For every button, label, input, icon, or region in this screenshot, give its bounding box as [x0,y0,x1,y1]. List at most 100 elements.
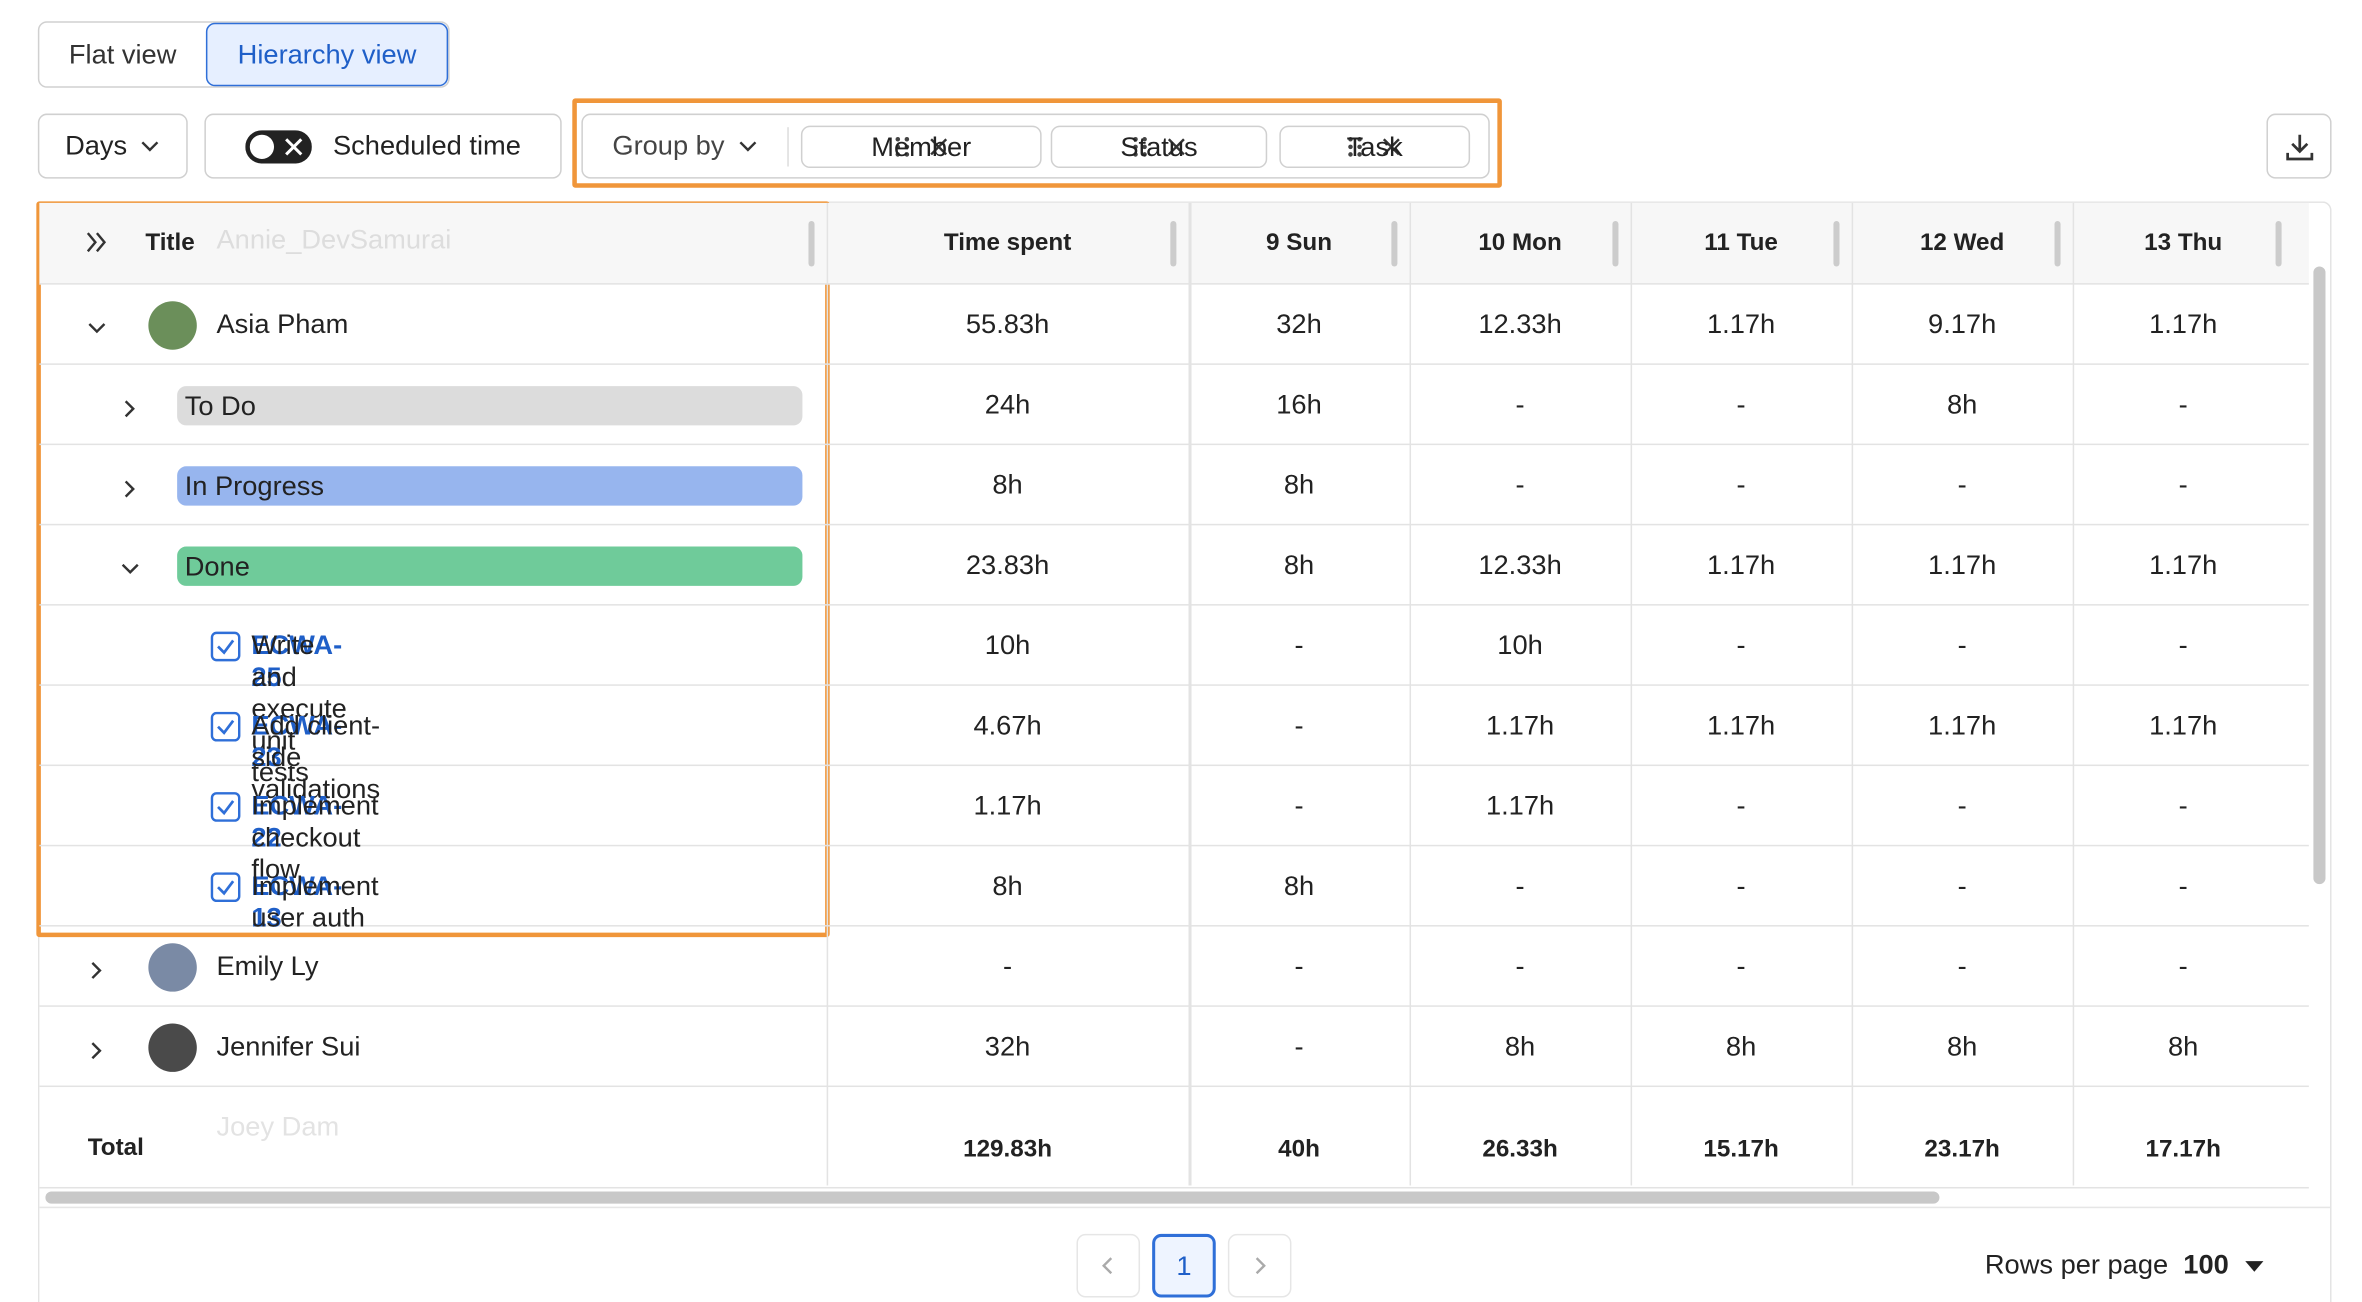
table-row[interactable] [39,365,2309,446]
highlight-box [572,98,1502,188]
total-value: 23.17h [1924,1137,2000,1163]
column-resizer [1612,221,1619,267]
task-key[interactable]: ECWA-25 [251,629,343,692]
column-line [1188,202,1192,1186]
task-title: Write and execute unit tests [251,629,347,787]
cell-value: 1.17h [1928,710,1997,741]
cell-value: 55.83h [965,308,1050,340]
flat-view-button[interactable]: Flat view [68,38,177,69]
cell-value: 8h [1725,1031,1757,1062]
total-label: Total [87,1135,144,1162]
cell-value: 8h [1946,389,1978,420]
cell-value: 1.17h [1928,549,1997,580]
expand-toggle[interactable] [120,555,141,587]
column-line [1851,202,1854,1186]
hierarchy-view-button[interactable]: Hierarchy view [205,22,449,87]
cell-value: - [2178,790,2188,821]
expand-toggle[interactable] [86,1036,107,1068]
download-button[interactable] [2266,113,2332,179]
cell-value: 1.17h [2149,549,2218,580]
task-checkbox [210,871,241,909]
remove-icon[interactable] [1381,136,1402,157]
table-row[interactable] [39,606,2309,686]
group-chip[interactable]: Member [800,125,1042,169]
remove-icon[interactable] [1165,136,1186,157]
next-page[interactable] [1227,1233,1292,1298]
table-row[interactable] [39,686,2309,767]
group-chip[interactable]: Status [1050,125,1268,169]
cell-value: 10h [984,629,1031,661]
task-key[interactable]: ECWA-13 [251,869,343,932]
expand-toggle[interactable] [120,394,141,426]
cell-value: - [1957,790,1967,821]
cell-value: - [2178,389,2188,420]
cell-value: 8h [1283,870,1315,901]
column-header[interactable]: 10 Mon [1478,230,1562,256]
scheduled-label: Scheduled time [333,130,521,161]
group-chip-label: Status [1120,130,1198,162]
column-line [1409,202,1412,1186]
table-row[interactable] [39,445,2309,526]
drag-handle [894,137,909,157]
total-value: 26.33h [1482,1137,1558,1163]
group-by-dropdown[interactable]: Group by [590,115,779,177]
column-header[interactable]: 9 Sun [1266,230,1332,256]
cell-value: 1.17h [1706,549,1776,580]
cell-value: - [2178,870,2188,901]
table-row[interactable] [39,766,2309,847]
table-row[interactable] [39,285,2309,365]
cell-value: 8h [2168,1031,2199,1062]
cell-value: 1.17h [1485,710,1555,741]
horizontal-scrollbar[interactable] [45,1191,1940,1204]
column-header[interactable]: 11 Tue [1704,230,1778,256]
cell-value: 8h [1283,549,1315,580]
expand-toggle[interactable] [86,956,107,988]
table-row[interactable] [39,927,2309,1007]
cell-value: - [1294,1031,1304,1062]
cell-value: 8h [992,870,1023,901]
table-row[interactable] [39,525,2309,606]
total-value: 17.17h [2145,1137,2221,1163]
cell-value: 8h [992,469,1023,500]
cell-value: - [2178,469,2188,500]
column-line [1630,202,1633,1186]
prev-page[interactable] [1076,1233,1141,1298]
period-dropdown[interactable]: Days [37,113,188,179]
column-header[interactable]: Time spent [943,230,1072,256]
task-key[interactable]: ECWA-22 [251,789,343,852]
divider [39,1206,2331,1209]
expand-toggle[interactable] [120,475,141,507]
expand-toggle[interactable] [86,314,107,346]
cell-value: - [1736,870,1746,901]
cell-value: 1.17h [2149,308,2218,340]
chevron-right [1255,1257,1266,1275]
cell-value: - [1736,629,1746,661]
member-name: Emily Ly [216,950,319,981]
cell-value: 9.17h [1928,308,1997,340]
column-header[interactable]: 13 Thu [2144,230,2223,256]
rows-per-page-value[interactable]: 100 [2183,1249,2229,1280]
table-row[interactable] [39,1007,2309,1088]
group-chip[interactable]: Task [1279,125,1471,169]
cell-value: - [1736,469,1746,500]
status-pill: Done [177,545,803,586]
remove-icon[interactable] [927,136,948,157]
cell-value: - [1957,870,1967,901]
task-key[interactable]: ECWA-23 [251,709,343,772]
scheduled-toggle[interactable]: Scheduled time [204,113,562,179]
page-button[interactable]: 1 [1152,1233,1216,1298]
cell-value: 1.17h [2149,710,2218,741]
column-header[interactable]: 12 Wed [1919,230,2005,256]
task-checkbox [210,711,241,749]
vertical-scrollbar[interactable] [2313,266,2326,885]
cell-value: 32h [984,1031,1031,1062]
column-resizer [1391,221,1398,267]
cell-value: 1.17h [1706,308,1776,340]
table-row[interactable] [39,846,2309,927]
cell-value: 24h [984,389,1031,420]
task-checkbox [210,630,241,669]
cell-value: 8h [1946,1031,1978,1062]
chevron [141,140,159,151]
task-title: Implement user auth [251,869,379,932]
status-pill: In Progress [177,465,803,505]
